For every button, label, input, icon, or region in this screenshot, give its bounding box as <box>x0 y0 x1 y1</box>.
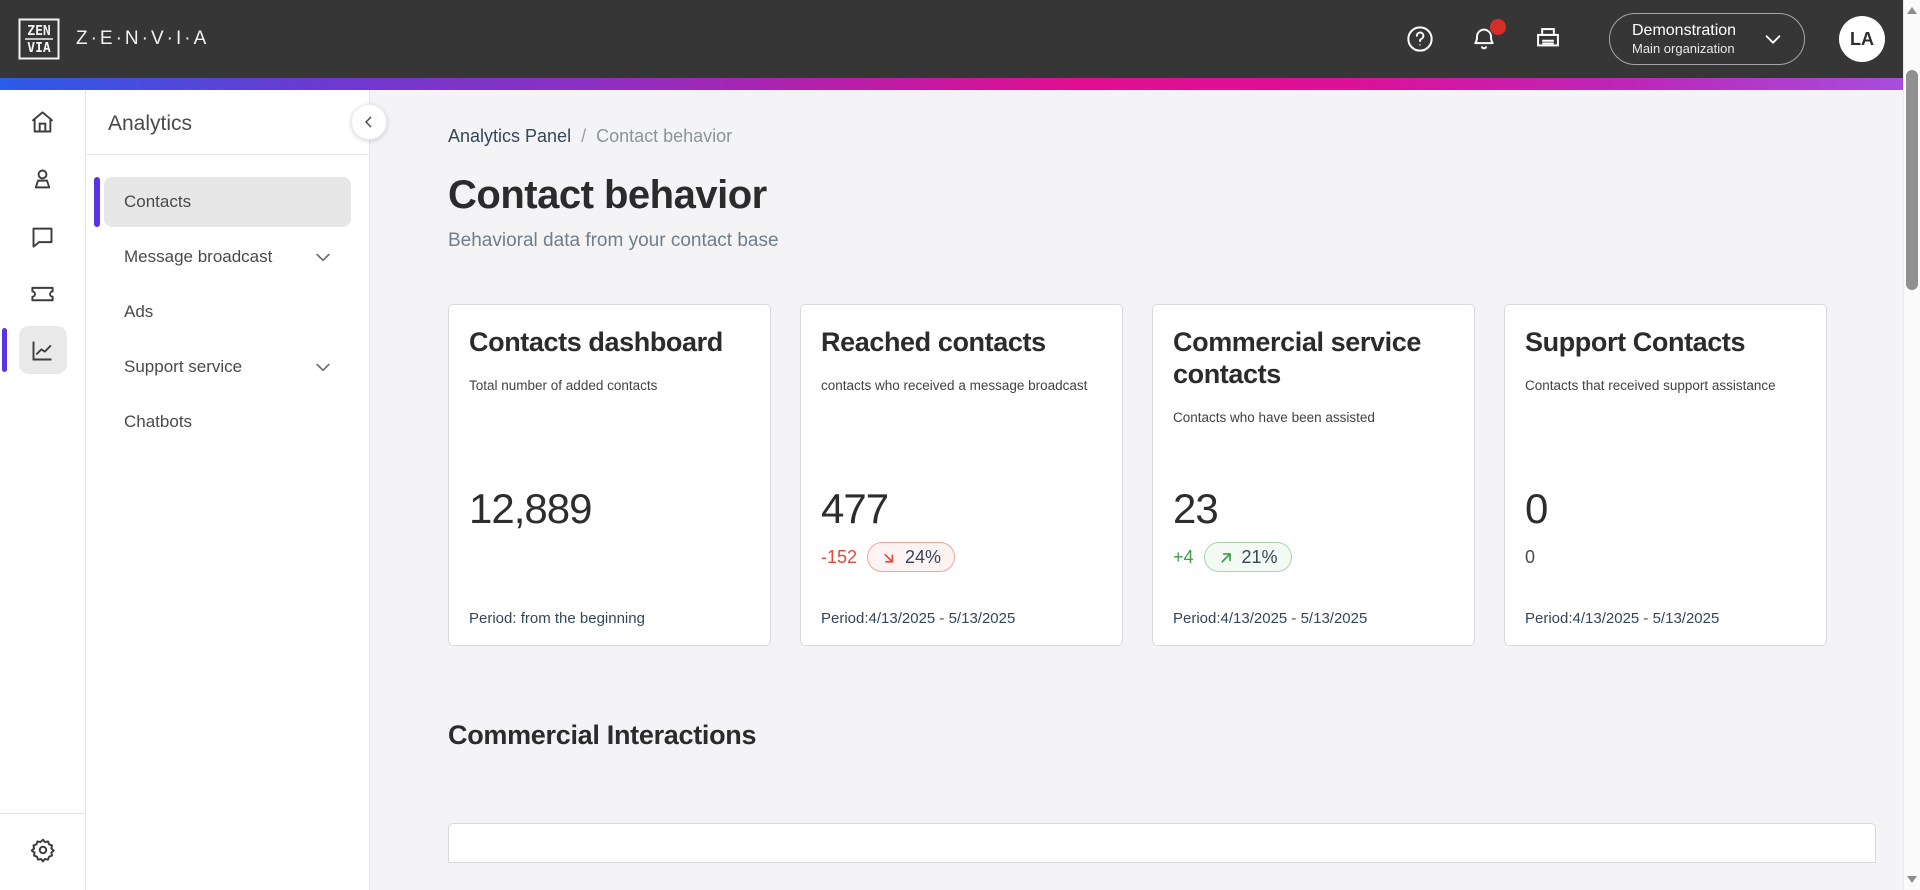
card-title: Support Contacts <box>1525 327 1746 357</box>
organization-description: Main organization <box>1632 40 1735 56</box>
breadcrumb-separator: / <box>581 126 587 146</box>
card-description: Contacts who have been assisted <box>1173 409 1375 425</box>
next-section-card-edge <box>448 823 1876 863</box>
rail-item-contacts[interactable] <box>19 155 67 203</box>
scroll-down-arrow[interactable] <box>1907 876 1917 883</box>
chevron-down-icon <box>1765 35 1781 44</box>
ticket-icon <box>31 286 54 301</box>
card-value: 0 <box>1525 485 1548 532</box>
panel-title: Analytics <box>108 112 193 135</box>
home-icon <box>31 110 54 132</box>
rail-bottom <box>0 813 85 890</box>
menu-item-label: Support service <box>124 357 243 376</box>
card-reached-contacts: Reached contacts contacts who received a… <box>800 304 1123 646</box>
panel-menu: Contacts Message broadcast Ads Support s… <box>86 155 369 447</box>
card-period: Period:4/13/2025 - 5/13/2025 <box>1525 610 1720 627</box>
scroll-up-arrow[interactable] <box>1907 7 1917 14</box>
organization-info: Demonstration Main organization <box>1632 21 1736 57</box>
card-description: Total number of added contacts <box>469 377 658 393</box>
svg-text:VIA: VIA <box>27 41 51 56</box>
chevron-left-icon <box>365 116 372 128</box>
notification-badge <box>1490 19 1506 35</box>
trend-badge: 21% <box>1203 542 1292 572</box>
card-value: 477 <box>821 485 889 532</box>
chat-bubble-icon <box>32 227 53 248</box>
chevron-down-icon <box>316 363 330 372</box>
menu-item-chatbots[interactable]: Chatbots <box>104 397 351 447</box>
menu-item-label: Chatbots <box>124 412 193 431</box>
rail-item-settings[interactable] <box>19 826 67 874</box>
analytics-chart-icon <box>32 341 52 360</box>
notifications-bell-icon[interactable] <box>1469 19 1506 54</box>
scrollbar-thumb[interactable] <box>1906 70 1918 290</box>
card-value: 12,889 <box>469 485 592 532</box>
page-title: Contact behavior <box>448 173 767 217</box>
organization-name: Demonstration <box>1632 21 1737 39</box>
topbar: ZEN VIA Z·E·N·V·I·A <box>0 0 1920 78</box>
chevron-down-icon <box>316 253 330 262</box>
menu-item-message-broadcast[interactable]: Message broadcast <box>104 232 351 282</box>
card-period: Period:4/13/2025 - 5/13/2025 <box>1173 610 1368 627</box>
main-content: Analytics Panel / Contact behavior Conta… <box>370 90 1920 890</box>
page-subtitle: Behavioral data from your contact base <box>448 230 779 251</box>
card-commercial-service-contacts: Commercial service contacts Contacts who… <box>1152 304 1475 646</box>
breadcrumb-current: Contact behavior <box>596 126 733 146</box>
card-title: Commercial service contacts <box>1173 327 1421 389</box>
icon-rail <box>0 90 86 890</box>
svg-text:ZEN: ZEN <box>27 24 51 39</box>
card-title: Reached contacts <box>821 327 1046 357</box>
card-delta-row: -152 24% <box>821 541 1102 573</box>
help-icon[interactable] <box>1405 24 1435 54</box>
menu-item-label: Contacts <box>124 192 192 211</box>
card-support-contacts: Support Contacts Contacts that received … <box>1504 304 1827 646</box>
trend-down-icon <box>884 553 894 563</box>
card-description: Contacts that received support assistanc… <box>1525 377 1776 393</box>
menu-item-ads[interactable]: Ads <box>104 287 351 337</box>
organization-selector[interactable]: Demonstration Main organization <box>1609 13 1805 65</box>
kpi-cards-row: Contacts dashboard Total number of added… <box>448 304 1876 646</box>
card-period: Period:4/13/2025 - 5/13/2025 <box>821 610 1016 627</box>
breadcrumb: Analytics Panel / Contact behavior <box>448 126 1876 147</box>
card-title: Contacts dashboard <box>469 327 723 357</box>
brand: ZEN VIA Z·E·N·V·I·A <box>18 18 209 60</box>
delta-value: -152 <box>821 546 858 567</box>
card-period: Period: from the beginning <box>469 610 645 627</box>
app-shell: Analytics Contacts Message broadcast Ads <box>0 90 1920 890</box>
rail-item-tickets[interactable] <box>19 269 67 317</box>
panel-header: Analytics <box>86 90 369 155</box>
brand-gradient-bar <box>0 78 1920 90</box>
menu-item-label: Ads <box>124 302 154 321</box>
topbar-actions: Demonstration Main organization LA <box>1405 13 1885 65</box>
vertical-scrollbar[interactable] <box>1903 0 1920 890</box>
menu-item-label: Message broadcast <box>124 247 273 266</box>
trend-percent: 24% <box>905 546 942 567</box>
card-contacts-dashboard: Contacts dashboard Total number of added… <box>448 304 771 646</box>
delta-value: +4 <box>1173 546 1194 567</box>
breadcrumb-analytics-panel[interactable]: Analytics Panel <box>448 126 572 146</box>
brand-name: Z·E·N·V·I·A <box>76 28 210 49</box>
zenvia-logo-icon: ZEN VIA <box>18 18 60 60</box>
panel-collapse-button[interactable] <box>351 104 387 140</box>
card-value: 23 <box>1173 485 1219 532</box>
analytics-panel: Analytics Contacts Message broadcast Ads <box>86 90 387 890</box>
menu-item-support-service[interactable]: Support service <box>104 342 351 392</box>
card-description: contacts who received a message broadcas… <box>821 377 1088 393</box>
trend-badge: 24% <box>867 542 956 572</box>
rail-item-conversations[interactable] <box>19 212 67 260</box>
active-item-indicator <box>94 177 100 227</box>
person-icon <box>34 169 51 188</box>
trend-percent: 21% <box>1241 546 1278 567</box>
trend-up-icon <box>1220 552 1231 563</box>
delta-value: 0 <box>1525 546 1536 567</box>
gear-icon <box>30 838 55 863</box>
user-avatar[interactable]: LA <box>1839 16 1885 62</box>
section-title-commercial-interactions: Commercial Interactions <box>448 720 757 750</box>
card-delta-row: 0 <box>1525 541 1806 573</box>
menu-item-contacts[interactable]: Contacts <box>94 177 351 227</box>
card-delta-row: +4 21% <box>1173 541 1454 573</box>
printer-icon[interactable] <box>1533 24 1563 54</box>
active-rail-indicator <box>1 328 7 372</box>
rail-item-analytics[interactable] <box>1 326 67 374</box>
rail-item-home[interactable] <box>19 98 67 146</box>
